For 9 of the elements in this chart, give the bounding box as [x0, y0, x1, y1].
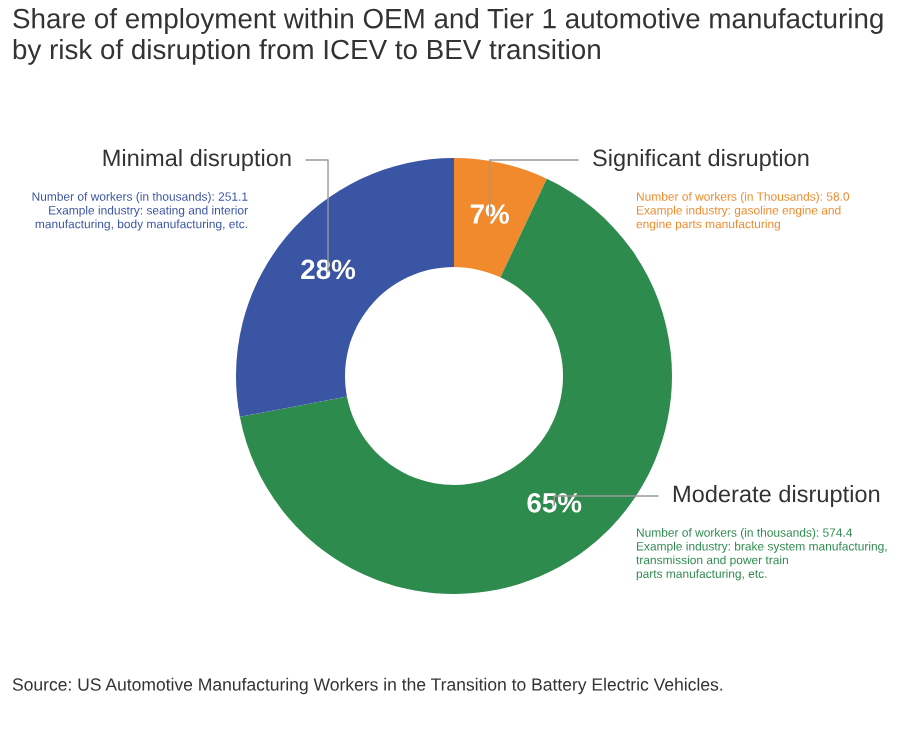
slice-label: Significant disruption — [593, 149, 809, 171]
data-label: 7% — [470, 204, 510, 224]
data-label: 65% — [527, 492, 582, 513]
source-note: Source: US Automotive Manufacturing Workers in the Transition to Battery Electric Vehicles. — [12, 677, 723, 695]
data-label: 28% — [301, 259, 356, 280]
slice-label: Minimal disruption — [103, 149, 291, 171]
slice-label: Moderate disruption — [673, 484, 880, 507]
donut-slice — [454, 158, 547, 278]
chart-title: Share of employment within OEM and Tier 1 automotive manufacturing by risk of disruption from ICEV to BEV transition — [13, 8, 883, 65]
